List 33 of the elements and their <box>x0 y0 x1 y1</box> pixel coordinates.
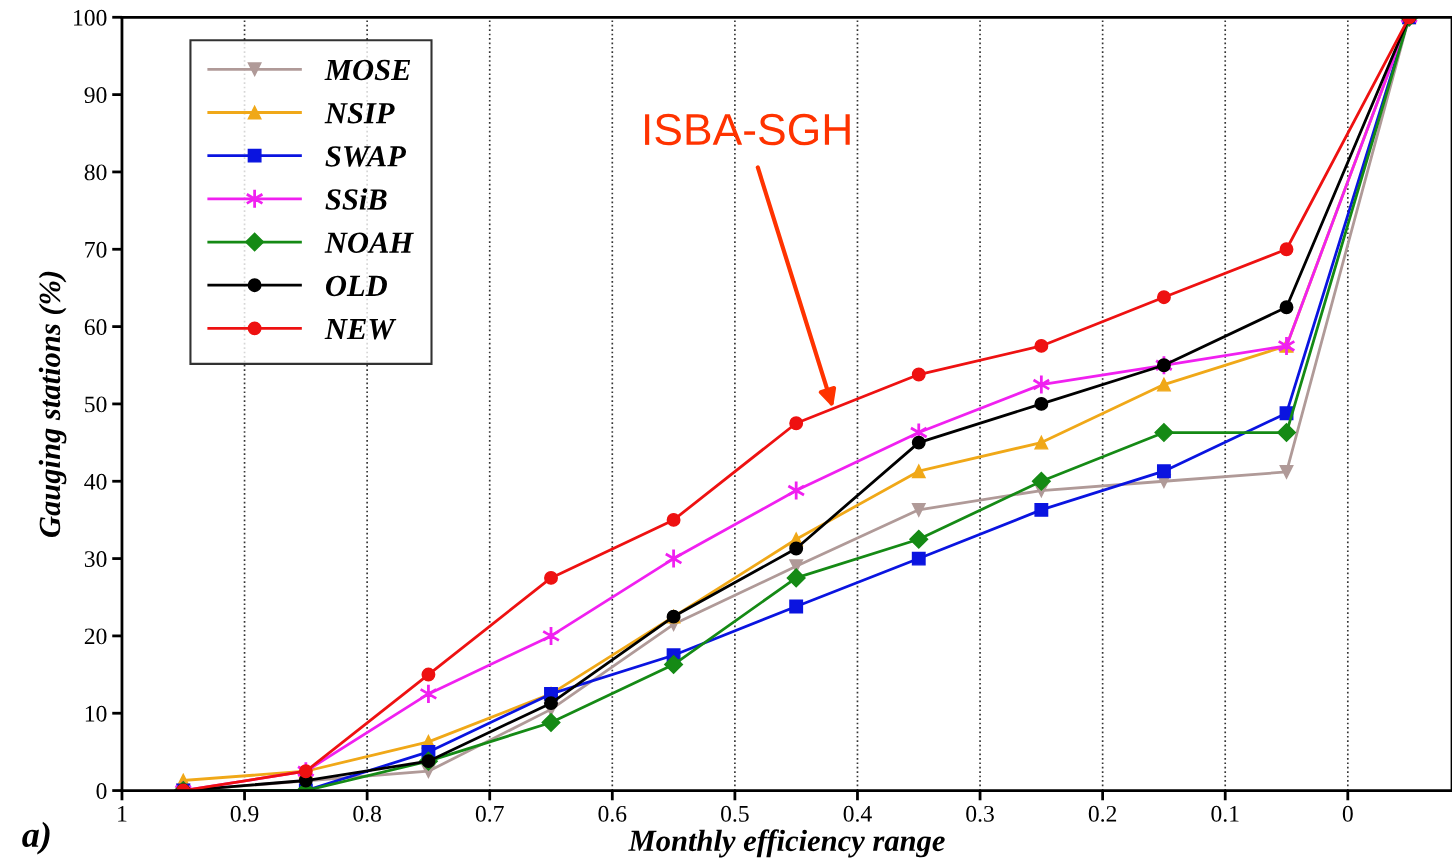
text: a) <box>22 821 50 855</box>
y-tick-label: 100 <box>74 9 107 26</box>
legend-label: MOSE <box>324 59 411 81</box>
x-tick-label: 0.3 <box>966 805 994 822</box>
legend-label: NSIP <box>324 102 395 124</box>
x-axis-title: Monthly efficiency range <box>628 829 945 858</box>
y-tick-label: 90 <box>84 87 107 104</box>
y-tick-label: 30 <box>84 551 107 567</box>
y-tick-label: 70 <box>85 241 107 258</box>
x-tick-label: 0.2 <box>1088 805 1117 822</box>
x-tick-label: 0.9 <box>230 805 259 822</box>
y-tick-label: 60 <box>84 319 107 336</box>
y-tick-label: 50 <box>85 396 107 413</box>
x-tick-label: 0 <box>1342 805 1353 822</box>
y-tick-label: 40 <box>84 473 107 490</box>
x-tick-label: 1 <box>118 805 127 822</box>
x-tick-label: 0.4 <box>843 805 872 822</box>
x-tick-label: 0.8 <box>353 805 381 822</box>
y-tick-label: 0 <box>96 783 107 799</box>
x-tick-label: 0.5 <box>721 805 749 822</box>
x-tick-label: 0.7 <box>475 805 504 822</box>
y-tick-label: 80 <box>84 164 107 181</box>
y-tick-label: 20 <box>84 628 107 645</box>
legend-label: OLD <box>325 275 387 297</box>
legend-label: SSiB <box>325 188 387 210</box>
y-axis-title: Gauging stations (%) <box>38 271 67 537</box>
annotation: ISBA-SGH <box>645 113 850 146</box>
legend-label: NEW <box>324 319 397 340</box>
y-tick-label: 10 <box>85 705 107 722</box>
legend-label: SWAP <box>325 146 407 167</box>
x-tick-label: 0.1 <box>1211 805 1239 822</box>
legend-label: NOAH <box>324 232 414 254</box>
x-tick-label: 0.6 <box>598 805 627 822</box>
